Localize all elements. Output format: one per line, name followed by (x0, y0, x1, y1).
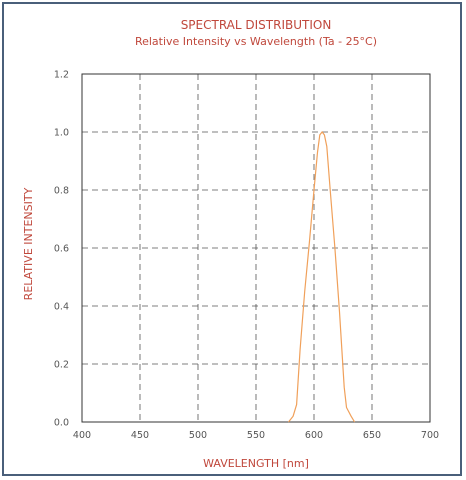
y-axis-label: RELATIVE INTENSITY (22, 187, 35, 300)
plot-border (81, 73, 431, 423)
x-axis-ticks: 400 450 500 550 600 650 700 (73, 430, 439, 441)
x-tick-label: 650 (363, 430, 381, 441)
x-tick-label: 500 (189, 430, 207, 441)
grid-lines (82, 74, 430, 422)
x-tick-label: 400 (73, 430, 91, 441)
x-tick-label: 600 (305, 430, 323, 441)
y-axis-ticks: 0.0 0.2 0.4 0.6 0.8 1.0 1.2 (54, 70, 69, 429)
x-axis-label: WAVELENGTH [nm] (203, 457, 309, 470)
spectral-curve (288, 131, 356, 423)
x-tick-label: 550 (247, 430, 265, 441)
y-tick-label: 0.6 (54, 244, 69, 255)
y-tick-label: 1.0 (54, 128, 69, 139)
chart-frame (2, 2, 462, 476)
y-tick-label: 0.0 (54, 418, 69, 429)
chart-subtitle: Relative Intensity vs Wavelength (Ta - 2… (135, 35, 377, 48)
y-tick-label: 0.2 (54, 360, 69, 371)
chart-title: SPECTRAL DISTRIBUTION (181, 18, 332, 32)
y-tick-label: 0.8 (54, 186, 69, 197)
x-tick-label: 700 (421, 430, 439, 441)
y-tick-label: 0.4 (54, 302, 69, 313)
x-tick-label: 450 (131, 430, 149, 441)
y-tick-label: 1.2 (54, 70, 69, 81)
